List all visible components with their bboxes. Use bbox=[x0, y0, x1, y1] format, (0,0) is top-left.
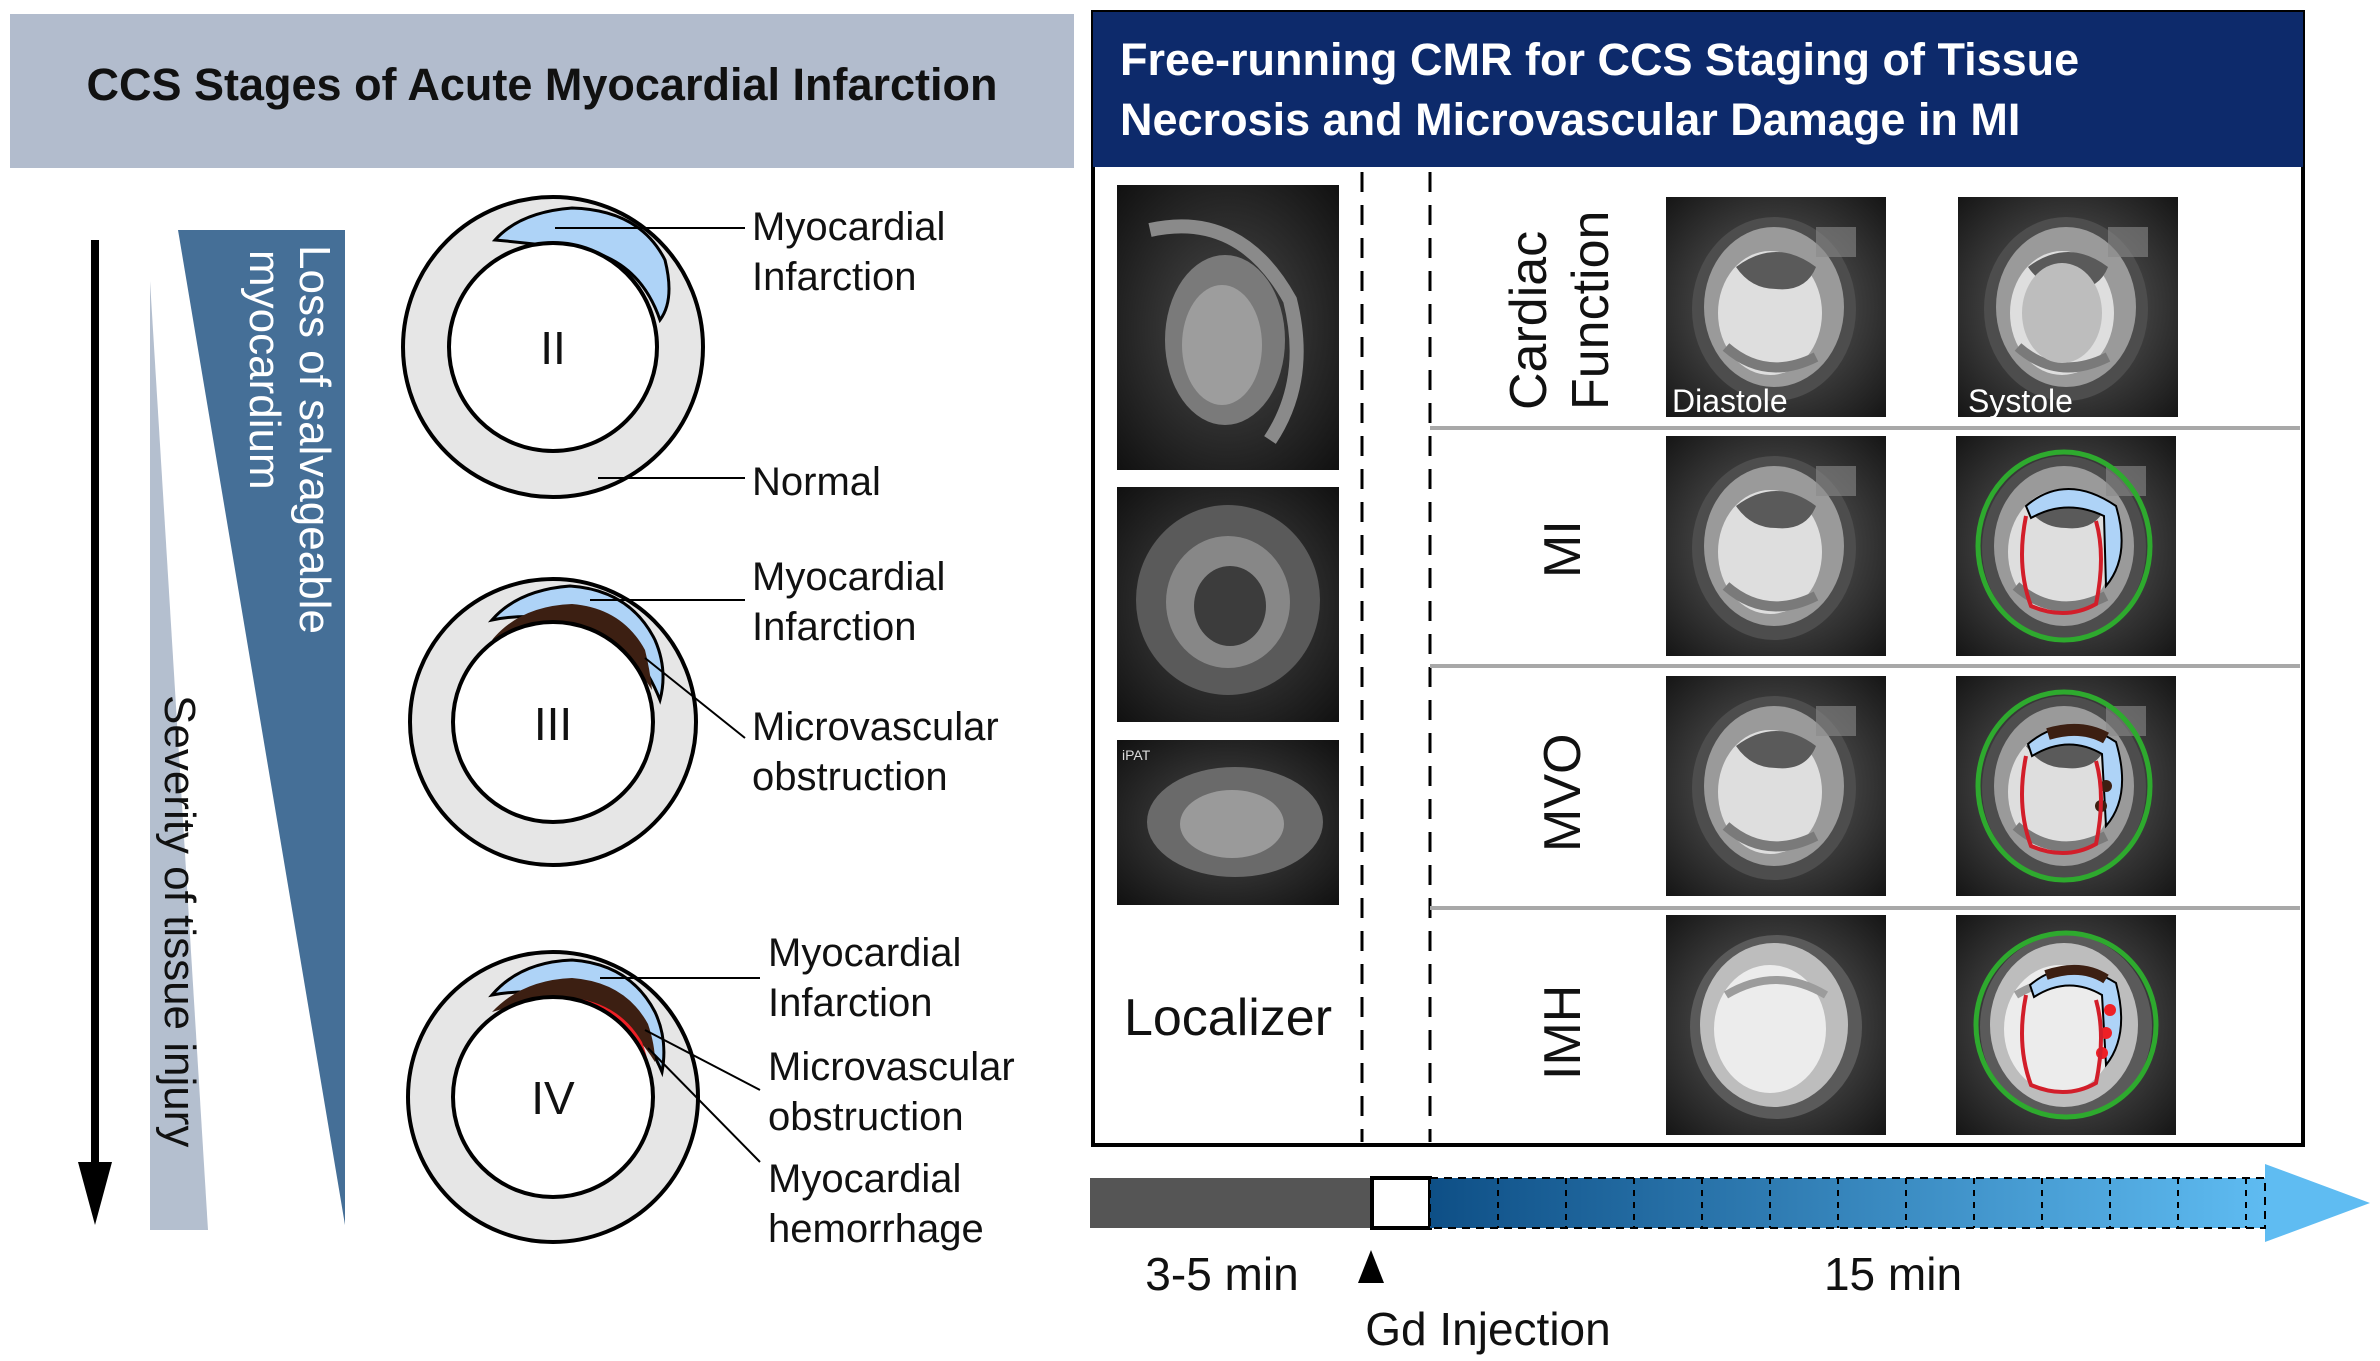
mvo-overlay bbox=[2046, 723, 2109, 744]
timeline-acquisition-bar bbox=[1430, 1178, 2270, 1228]
imh-segmented-image bbox=[1956, 915, 2176, 1135]
stage-iv-label-4: obstruction bbox=[768, 1095, 964, 1139]
stage-iv-label-6: hemorrhage bbox=[768, 1207, 984, 1251]
stage-iii-heart: III bbox=[408, 577, 698, 867]
timeline-injection-box bbox=[1370, 1176, 1432, 1230]
row-label-mvo: MVO bbox=[1534, 734, 1592, 852]
mvo-epicardial-contour bbox=[1975, 689, 2153, 883]
right-title-line1: Free-running CMR for CCS Staging of Tiss… bbox=[1120, 34, 2079, 85]
timeline-arrow-head bbox=[2265, 1164, 2370, 1242]
imh-endocardial-contour bbox=[2020, 994, 2103, 1095]
row-label-function: Function bbox=[1562, 211, 1620, 410]
wedge-divider bbox=[148, 247, 212, 1231]
stage-ii-heart: II bbox=[401, 195, 705, 499]
severity-label: Severity of tissue injury bbox=[155, 695, 204, 1147]
stage-iv-label-1: Myocardial bbox=[768, 931, 961, 975]
systole-caption: Systole bbox=[1968, 383, 2073, 419]
stage-iv-label-3: Microvascular bbox=[768, 1045, 1015, 1089]
timeline-left-duration: 3-5 min bbox=[1145, 1248, 1298, 1300]
localizer-image-sagittal bbox=[1117, 185, 1339, 470]
timeline-dashed-outline bbox=[1429, 1177, 2266, 1229]
stage-iii-label-2: Infarction bbox=[752, 605, 917, 649]
stage-ii-lumen bbox=[447, 241, 659, 453]
right-title-line2: Necrosis and Microvascular Damage in MI bbox=[1120, 94, 2020, 145]
stage-iii-lumen bbox=[451, 620, 655, 824]
mi-epicardial-contour bbox=[1975, 449, 2153, 643]
row-label-imh: IMH bbox=[1534, 985, 1592, 1080]
localizer-image-coronal: iPAT bbox=[1117, 740, 1339, 905]
mvo-spot-1 bbox=[2100, 780, 2112, 792]
timeline-segment-ticks bbox=[1497, 1178, 2247, 1228]
imh-raw-image bbox=[1666, 915, 1886, 1135]
mvo-raw-image bbox=[1666, 676, 1886, 896]
salvage-label-line1: Loss of salvageable bbox=[290, 245, 339, 634]
mi-infarct-overlay bbox=[2024, 488, 2123, 589]
row-label-mi: MI bbox=[1534, 520, 1592, 578]
left-title-banner bbox=[10, 14, 1074, 168]
stage-iii-label-1: Myocardial bbox=[752, 555, 945, 599]
stage-ii-label-1: Myocardial bbox=[752, 205, 945, 249]
stage-iv-label-5: Myocardial bbox=[768, 1157, 961, 1201]
mvo-endocardial-contour bbox=[2020, 755, 2103, 856]
stage-ii-label-normal: Normal bbox=[752, 460, 881, 504]
mi-raw-image bbox=[1666, 436, 1886, 656]
imh-hemorrhage-spot-1 bbox=[2104, 1004, 2116, 1016]
stage-iv-numeral: IV bbox=[531, 1072, 575, 1124]
left-panel-title: CCS Stages of Acute Myocardial Infarctio… bbox=[86, 59, 997, 110]
mi-segmented-image bbox=[1956, 436, 2176, 656]
stage-iii-numeral: III bbox=[534, 698, 572, 750]
stage-iii-label-3: Microvascular bbox=[752, 705, 999, 749]
gd-injection-label: Gd Injection bbox=[1365, 1303, 1610, 1355]
cine-systole-image bbox=[1958, 197, 2178, 417]
mi-endocardial-contour bbox=[2020, 515, 2103, 616]
stage-ii-label-2: Infarction bbox=[752, 255, 917, 299]
imh-mvo-overlay bbox=[2044, 964, 2109, 984]
stage-iii-leader-mvo bbox=[644, 657, 746, 739]
stage-iv-leader-hemorrhage bbox=[647, 1047, 761, 1163]
timeline-localizer-bar bbox=[1090, 1178, 1372, 1228]
mvo-segmented-image bbox=[1956, 676, 2176, 896]
stage-iv-leader-mvo bbox=[644, 1029, 761, 1091]
stage-iv-lumen bbox=[451, 995, 655, 1199]
diastole-caption: Diastole bbox=[1672, 383, 1788, 419]
salvage-label-line2: myocardium bbox=[240, 250, 289, 490]
stage-iv-heart: IV bbox=[406, 950, 700, 1244]
injection-marker-triangle bbox=[1358, 1250, 1384, 1283]
timeline-right-duration: 15 min bbox=[1824, 1248, 1962, 1300]
right-title-banner bbox=[1093, 12, 2303, 167]
localizer-inset-text: iPAT bbox=[1122, 747, 1151, 763]
severity-arrow-head bbox=[78, 1162, 112, 1225]
stage-iv-label-2: Infarction bbox=[768, 981, 933, 1025]
imh-epicardial-contour bbox=[1973, 930, 2159, 1120]
stage-ii-numeral: II bbox=[540, 322, 566, 374]
localizer-image-axial bbox=[1117, 487, 1339, 722]
row-label-cardiac: Cardiac bbox=[1500, 231, 1558, 410]
localizer-label: Localizer bbox=[1124, 989, 1332, 1047]
salvage-wedge bbox=[178, 230, 345, 1225]
stage-iii-label-4: obstruction bbox=[752, 755, 948, 799]
imh-hemorrhage-spot-2 bbox=[2100, 1027, 2112, 1039]
